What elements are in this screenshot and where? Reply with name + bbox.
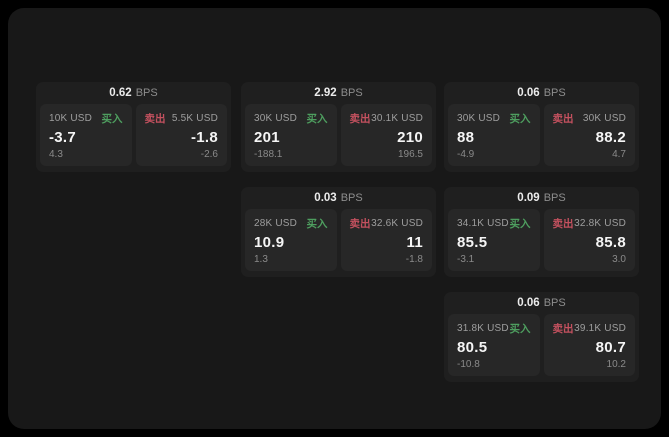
sell-panel[interactable]: 卖出 30.1K USD 210 196.5 xyxy=(340,104,432,166)
sell-panel[interactable]: 卖出 32.6K USD 11 -1.8 xyxy=(340,209,432,271)
spread-header: 0.03 BPS xyxy=(241,187,436,209)
buy-panel[interactable]: 34.1K USD 买入 85.5 -3.1 xyxy=(448,209,540,271)
buy-delta: -3.1 xyxy=(457,254,475,265)
spread-unit-label: BPS xyxy=(543,87,566,99)
buy-size-label: 30K USD xyxy=(254,113,298,124)
sell-price: 88.2 xyxy=(595,129,626,146)
quote-card: 0.09 BPS 34.1K USD 买入 85.5 -3.1 卖出 32.8K… xyxy=(444,187,639,277)
buy-tag: 买入 xyxy=(306,113,328,125)
spread-value: 0.62 xyxy=(109,87,132,99)
buy-tag: 买入 xyxy=(509,218,531,230)
quote-card: 2.92 BPS 30K USD 买入 201 -188.1 卖出 30.1K … xyxy=(241,82,436,172)
sell-tag: 卖出 xyxy=(349,218,371,230)
spread-header: 2.92 BPS xyxy=(241,82,436,104)
sell-size-label: 5.5K USD xyxy=(171,113,218,124)
buy-tag: 买入 xyxy=(101,113,123,125)
buy-panel[interactable]: 30K USD 买入 88 -4.9 xyxy=(448,104,540,166)
spread-value: 0.09 xyxy=(517,192,540,204)
spread-header: 0.06 BPS xyxy=(444,292,639,314)
buy-price: 80.5 xyxy=(457,339,488,356)
sell-panel[interactable]: 卖出 5.5K USD -1.8 -2.6 xyxy=(135,104,227,166)
sell-delta: 10.2 xyxy=(606,359,626,370)
buy-price: -3.7 xyxy=(49,129,77,146)
buy-tag: 买入 xyxy=(509,323,531,335)
buy-size-label: 10K USD xyxy=(49,113,93,124)
sell-delta: -2.6 xyxy=(200,149,218,160)
spread-header: 0.62 BPS xyxy=(36,82,231,104)
spread-value: 0.06 xyxy=(517,297,540,309)
buy-panel[interactable]: 28K USD 买入 10.9 1.3 xyxy=(245,209,337,271)
sell-price: 11 xyxy=(406,234,423,251)
spread-header: 0.09 BPS xyxy=(444,187,639,209)
buy-delta: -4.9 xyxy=(457,149,475,160)
quote-card: 0.03 BPS 28K USD 买入 10.9 1.3 卖出 32.6K US… xyxy=(241,187,436,277)
quote-card: 0.06 BPS 30K USD 买入 88 -4.9 卖出 30K USD 8… xyxy=(444,82,639,172)
buy-size-label: 34.1K USD xyxy=(457,218,509,229)
spread-unit-label: BPS xyxy=(340,87,363,99)
buy-size-label: 28K USD xyxy=(254,218,298,229)
sell-delta: -1.8 xyxy=(405,254,423,265)
sell-delta: 4.7 xyxy=(612,149,626,160)
buy-panel[interactable]: 30K USD 买入 201 -188.1 xyxy=(245,104,337,166)
sell-price: 85.8 xyxy=(595,234,626,251)
quote-card: 0.62 BPS 10K USD 买入 -3.7 4.3 卖出 5.5K USD… xyxy=(36,82,231,172)
buy-size-label: 31.8K USD xyxy=(457,323,509,334)
buy-price: 85.5 xyxy=(457,234,488,251)
quote-card: 0.06 BPS 31.8K USD 买入 80.5 -10.8 卖出 39.1… xyxy=(444,292,639,382)
sell-tag: 卖出 xyxy=(552,218,574,230)
buy-tag: 买入 xyxy=(306,218,328,230)
buy-price: 88 xyxy=(457,129,475,146)
buy-tag: 买入 xyxy=(509,113,531,125)
sell-size-label: 32.8K USD xyxy=(574,218,626,229)
buy-delta: -188.1 xyxy=(254,149,283,160)
sell-tag: 卖出 xyxy=(349,113,371,125)
sell-size-label: 39.1K USD xyxy=(574,323,626,334)
spread-unit-label: BPS xyxy=(543,192,566,204)
sell-size-label: 32.6K USD xyxy=(371,218,423,229)
buy-delta: 1.3 xyxy=(254,254,268,265)
sell-price: 80.7 xyxy=(595,339,626,356)
sell-price: 210 xyxy=(397,129,423,146)
sell-delta: 196.5 xyxy=(397,149,423,160)
sell-panel[interactable]: 卖出 39.1K USD 80.7 10.2 xyxy=(543,314,635,376)
spread-unit-label: BPS xyxy=(135,87,158,99)
buy-price: 201 xyxy=(254,129,280,146)
sell-tag: 卖出 xyxy=(552,113,574,125)
sell-price: -1.8 xyxy=(190,129,218,146)
sell-size-label: 30.1K USD xyxy=(371,113,423,124)
spread-unit-label: BPS xyxy=(340,192,363,204)
sell-size-label: 30K USD xyxy=(582,113,626,124)
buy-delta: 4.3 xyxy=(49,149,63,160)
spread-unit-label: BPS xyxy=(543,297,566,309)
spread-value: 0.03 xyxy=(314,192,337,204)
buy-delta: -10.8 xyxy=(457,359,480,370)
sell-delta: 3.0 xyxy=(612,254,626,265)
buy-panel[interactable]: 31.8K USD 买入 80.5 -10.8 xyxy=(448,314,540,376)
spread-value: 0.06 xyxy=(517,87,540,99)
buy-panel[interactable]: 10K USD 买入 -3.7 4.3 xyxy=(40,104,132,166)
sell-tag: 卖出 xyxy=(552,323,574,335)
main-panel: 0.62 BPS 10K USD 买入 -3.7 4.3 卖出 5.5K USD… xyxy=(8,8,661,429)
spread-header: 0.06 BPS xyxy=(444,82,639,104)
buy-size-label: 30K USD xyxy=(457,113,501,124)
sell-tag: 卖出 xyxy=(144,113,166,125)
sell-panel[interactable]: 卖出 30K USD 88.2 4.7 xyxy=(543,104,635,166)
buy-price: 10.9 xyxy=(254,234,285,251)
sell-panel[interactable]: 卖出 32.8K USD 85.8 3.0 xyxy=(543,209,635,271)
spread-value: 2.92 xyxy=(314,87,337,99)
